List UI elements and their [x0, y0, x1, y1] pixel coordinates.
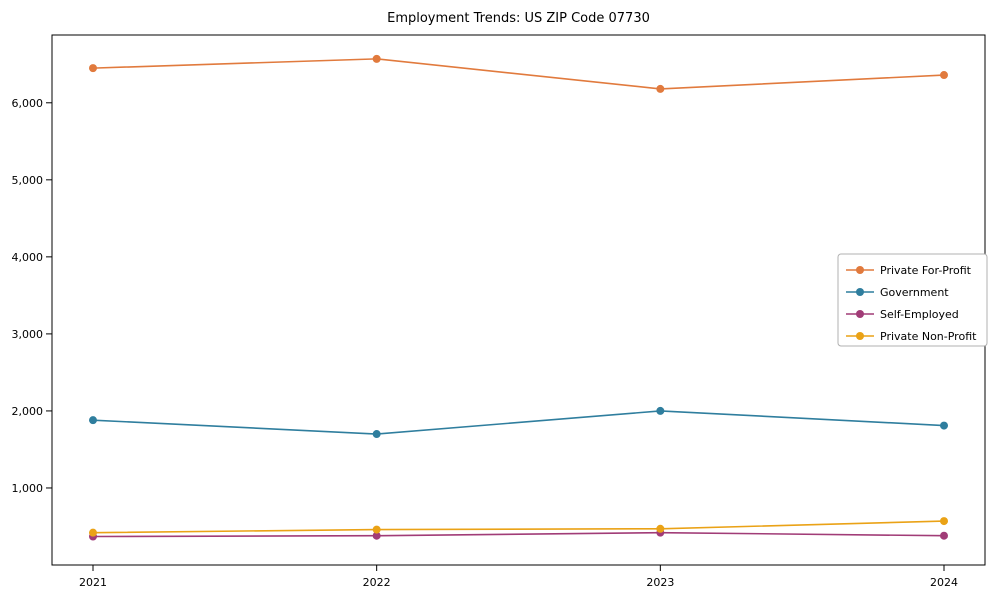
legend-label-government: Government [880, 286, 949, 299]
x-tick-label: 2021 [79, 576, 107, 589]
legend-label-self-employed: Self-Employed [880, 308, 959, 321]
x-tick-label: 2024 [930, 576, 958, 589]
series-marker-private-for-profit [656, 84, 665, 93]
y-tick-label: 4,000 [12, 251, 44, 264]
legend-marker-private-for-profit [856, 266, 864, 274]
legend-marker-government [856, 288, 864, 296]
y-tick-label: 5,000 [12, 174, 44, 187]
y-tick-label: 3,000 [12, 328, 44, 341]
legend-box [837, 253, 988, 347]
series-line-government [92, 410, 945, 435]
legend-label-private-for-profit: Private For-Profit [880, 264, 972, 277]
series-marker-private-non-profit [656, 524, 665, 533]
legend-marker-private-non-profit [856, 332, 864, 340]
y-tick-label: 6,000 [12, 97, 44, 110]
y-tick-label: 1,000 [12, 482, 44, 495]
series-marker-self-employed [940, 531, 948, 540]
series-marker-government [372, 430, 381, 439]
series-line-self-employed [92, 531, 945, 538]
y-tick-label: 2,000 [12, 405, 44, 418]
series-marker-self-employed [372, 531, 381, 540]
series-marker-government [656, 406, 665, 415]
chart-title: Employment Trends: US ZIP Code 07730 [387, 11, 650, 26]
series-marker-private-non-profit [372, 525, 381, 534]
series-marker-private-for-profit [89, 64, 97, 73]
series-marker-private-for-profit [940, 71, 948, 80]
legend-marker-self-employed [856, 310, 864, 318]
legend-label-private-non-profit: Private Non-Profit [880, 330, 977, 343]
series-marker-private-non-profit [89, 528, 97, 537]
series-marker-private-for-profit [372, 54, 381, 63]
x-tick-label: 2023 [646, 576, 674, 589]
series-marker-government [89, 416, 97, 425]
series-marker-government [940, 421, 948, 430]
series-line-private-for-profit [92, 58, 945, 90]
series-line-private-non-profit [92, 520, 945, 534]
series-marker-private-non-profit [940, 517, 948, 526]
x-tick-label: 2022 [363, 576, 391, 589]
